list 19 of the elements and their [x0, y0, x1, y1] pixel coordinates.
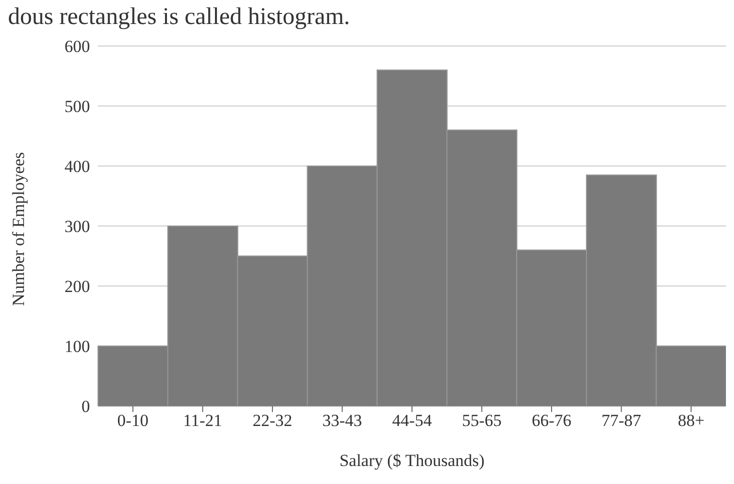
text: dous rectangles is called histogram. [8, 4, 350, 31]
y-tick-label: 500 [64, 97, 90, 116]
y-tick-label: 600 [64, 37, 90, 56]
x-tick-label: 44-54 [392, 411, 432, 430]
x-tick-label: 77-87 [601, 411, 642, 430]
x-tick-label: 33-43 [322, 411, 362, 430]
y-tick-label: 200 [64, 277, 90, 296]
y-axis-title: Number of Employees [9, 152, 28, 306]
x-tick-label: 88+ [678, 411, 704, 430]
x-tick-label: 0-10 [117, 411, 148, 430]
x-axis-title: Salary ($ Thousands) [339, 451, 485, 470]
x-tick-label: 22-32 [252, 411, 292, 430]
y-tick-label: 0 [82, 397, 90, 416]
y-tick-label: 400 [64, 157, 90, 176]
x-tick-label: 66-76 [532, 411, 572, 430]
x-tick-label: 55-65 [462, 411, 502, 430]
y-tick-label: 100 [64, 337, 90, 356]
x-tick-label: 11-21 [183, 411, 222, 430]
y-tick-label: 300 [64, 217, 90, 236]
